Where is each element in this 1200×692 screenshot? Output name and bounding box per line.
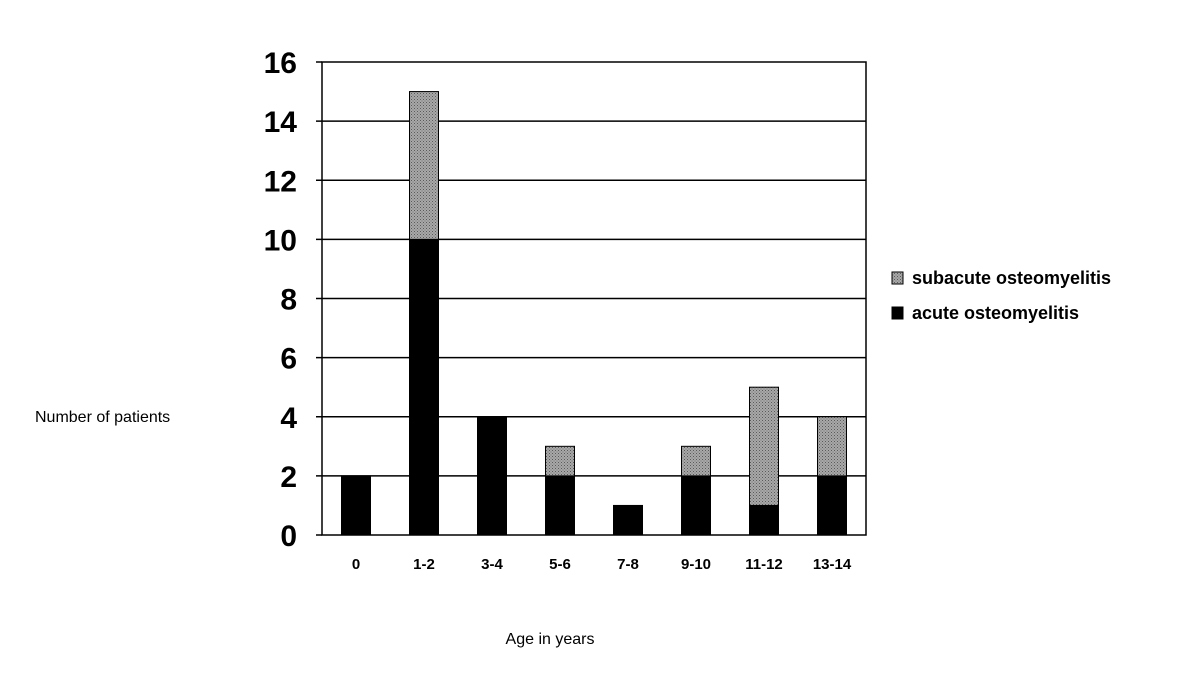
x-axis-title: Age in years <box>506 631 595 648</box>
x-category-label: 13-14 <box>813 556 852 573</box>
x-category-label: 5-6 <box>549 556 571 573</box>
bar-acute-7-8 <box>613 504 643 536</box>
bar-acute-5-6 <box>545 475 575 536</box>
bar-acute-9-10 <box>681 475 711 536</box>
legend-swatch <box>891 271 904 285</box>
legend-swatch <box>891 306 904 320</box>
x-category-label: 3-4 <box>481 556 503 573</box>
y-axis-ticks: 0 2 4 6 8 10 12 14 16 <box>264 47 322 553</box>
bar-subacute-1-2 <box>409 91 439 240</box>
y-tick-label: 4 <box>280 402 297 435</box>
y-tick-label: 2 <box>280 461 297 494</box>
bar-acute-1-2 <box>409 238 439 536</box>
x-category-label: 7-8 <box>617 556 639 573</box>
x-category-label: 1-2 <box>413 556 435 573</box>
y-tick-label: 10 <box>264 224 297 257</box>
bar-acute-13-14 <box>817 475 847 536</box>
y-tick-label: 0 <box>280 520 297 553</box>
gridlines <box>322 120 866 477</box>
x-category-label: 11-12 <box>745 556 783 573</box>
x-category-label: 0 <box>352 556 360 573</box>
legend-label: subacute osteomyelitis <box>912 268 1111 288</box>
y-tick-label: 12 <box>264 165 297 198</box>
legend-label: acute osteomyelitis <box>912 303 1079 323</box>
y-tick-label: 8 <box>280 284 297 317</box>
y-axis-title: Number of patients <box>35 409 170 426</box>
bar-acute-0 <box>341 475 371 536</box>
x-axis-labels: 0 1-2 3-4 5-6 7-8 9-10 11-12 13-14 <box>352 556 852 573</box>
bar-acute-11-12 <box>749 504 779 536</box>
x-category-label: 9-10 <box>681 556 711 573</box>
bar-subacute-11-12 <box>749 386 779 506</box>
bars <box>341 91 847 536</box>
y-tick-label: 14 <box>264 106 298 139</box>
bar-subacute-9-10 <box>681 445 711 477</box>
bar-subacute-5-6 <box>545 445 575 477</box>
legend: subacute osteomyelitis acute osteomyeliti… <box>891 268 1111 323</box>
y-tick-label: 16 <box>264 47 297 80</box>
bar-acute-3-4 <box>477 416 507 536</box>
y-tick-label: 6 <box>280 343 297 376</box>
bar-subacute-13-14 <box>817 416 847 477</box>
